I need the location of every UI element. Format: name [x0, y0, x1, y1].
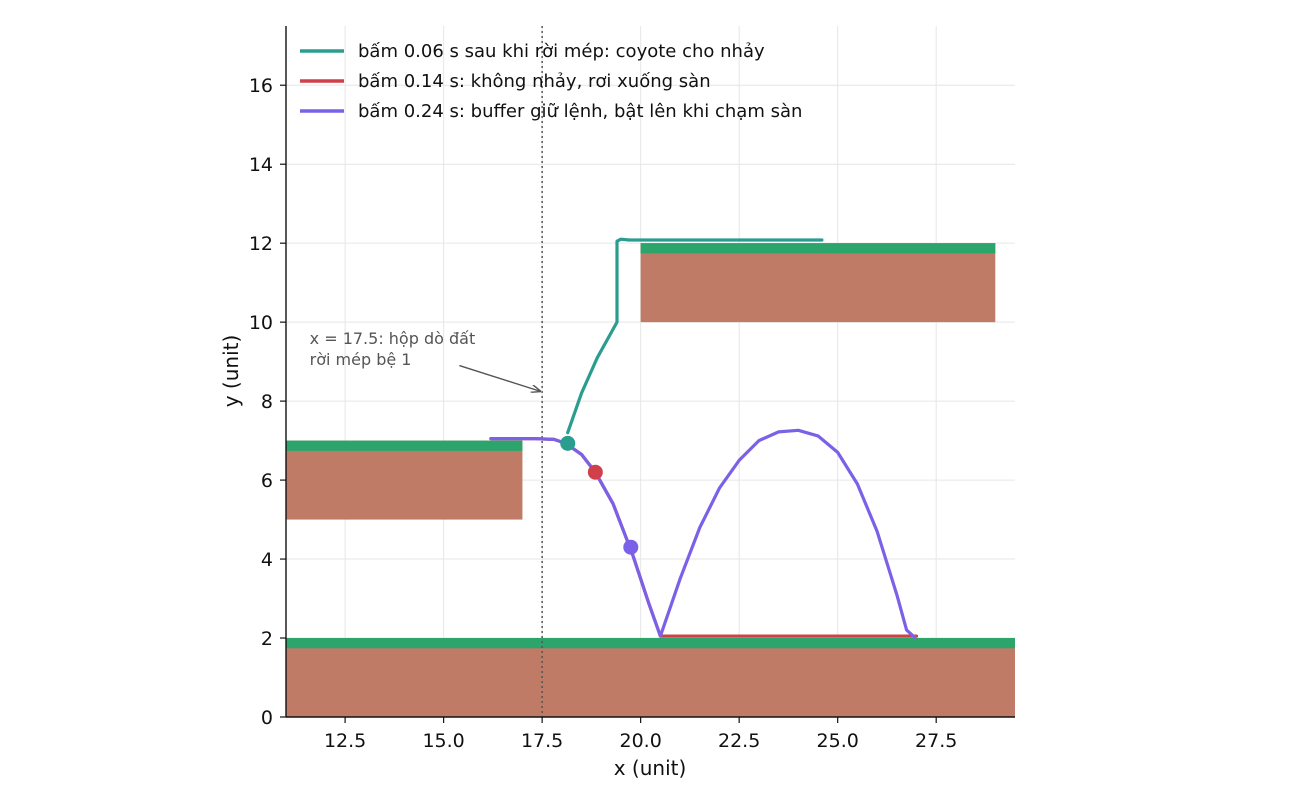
platform-1-dirt	[286, 440, 523, 520]
y-axis-title: y (unit)	[219, 335, 243, 408]
y-tick-label: 4	[261, 549, 273, 571]
floor-dirt	[286, 638, 1015, 717]
platform-2	[640, 243, 996, 323]
marker-buffer	[623, 539, 639, 555]
grid	[286, 26, 1015, 718]
floor-grass	[286, 638, 1015, 649]
marker-coyote	[560, 435, 576, 451]
annotation-text-line: x = 17.5: hộp dò đất	[310, 329, 476, 348]
series-line-coyote	[566, 237, 824, 435]
press-markers	[560, 435, 639, 555]
platform-1	[286, 440, 523, 520]
y-tick-label: 12	[249, 233, 273, 255]
x-tick-label: 17.5	[521, 730, 563, 752]
platform-2-dirt	[640, 243, 996, 323]
axes: 12.5 15.0 17.5 20.0 22.5 25.0 27.5 0 2 4 6 8 10 12 14 1…	[249, 26, 1015, 752]
x-tick-label: 20.0	[619, 730, 661, 752]
y-tick-label: 6	[261, 470, 273, 492]
annotation: x = 17.5: hộp dò đất rời mép bệ 1	[310, 329, 540, 391]
legend-label-buffer: bấm 0.24 s: buffer giữ lệnh, bật lên khi…	[358, 101, 802, 122]
marker-fall	[587, 464, 603, 480]
platforms	[286, 243, 1015, 717]
platform-1-grass	[286, 440, 523, 451]
platform-2-grass	[640, 243, 996, 254]
x-axis-title: x (unit)	[614, 756, 687, 780]
y-tick-label: 2	[261, 628, 273, 650]
floor	[286, 638, 1015, 717]
x-tick-label: 12.5	[324, 730, 366, 752]
legend-label-coyote: bấm 0.06 s sau khi rời mép: coyote cho n…	[358, 41, 765, 62]
x-tick-label: 15.0	[422, 730, 464, 752]
legend: bấm 0.06 s sau khi rời mép: coyote cho n…	[300, 41, 802, 122]
annotation-arrow	[459, 364, 540, 392]
annotation-text-line: rời mép bệ 1	[310, 350, 412, 369]
legend-label-fall: bấm 0.14 s: không nhảy, rơi xuống sàn	[358, 71, 711, 92]
series-line-buffer	[489, 428, 917, 639]
x-tick-label: 25.0	[817, 730, 859, 752]
y-tick-label: 14	[249, 154, 273, 176]
series-line-fall	[489, 437, 919, 638]
x-tick-label: 22.5	[718, 730, 760, 752]
x-tick-label: 27.5	[915, 730, 957, 752]
y-tick-label: 16	[249, 75, 273, 97]
y-tick-label: 0	[261, 707, 273, 729]
y-tick-label: 8	[261, 391, 273, 413]
y-tick-label: 10	[249, 312, 273, 334]
